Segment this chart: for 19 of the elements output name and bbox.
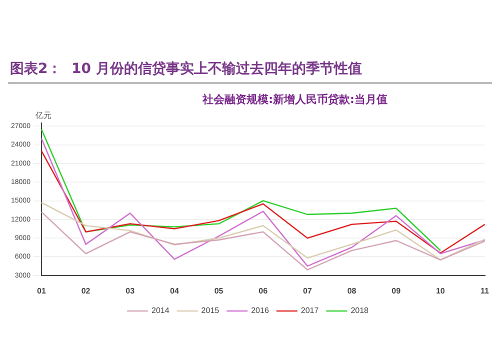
x-tick-label: 05 — [214, 286, 224, 296]
chart-subtitle: 社会融资规模:新增人民币贷款:当月值 — [201, 92, 388, 107]
x-tick-label: 11 — [480, 286, 490, 296]
x-tick-label: 06 — [258, 286, 268, 296]
x-tick-label: 04 — [170, 286, 180, 296]
x-tick-label: 01 — [37, 286, 46, 296]
y-axis-title: 亿元 — [34, 111, 52, 120]
x-tick-label: 08 — [347, 286, 357, 296]
legend-label: 2018 — [350, 306, 370, 316]
x-tick-label: 02 — [81, 286, 91, 296]
legend-label: 2015 — [201, 306, 220, 316]
x-tick-label: 09 — [392, 286, 402, 296]
x-tick-label: 10 — [436, 286, 446, 296]
chart-title: 图表2： 10 月份的信贷事实上不输过去四年的季节性值 — [8, 60, 492, 84]
legend-label: 2014 — [152, 306, 170, 316]
x-tick-label: 07 — [302, 286, 312, 296]
x-tick-label: 03 — [126, 286, 136, 296]
legend-label: 2016 — [251, 306, 270, 316]
legend-label: 2017 — [300, 306, 320, 316]
